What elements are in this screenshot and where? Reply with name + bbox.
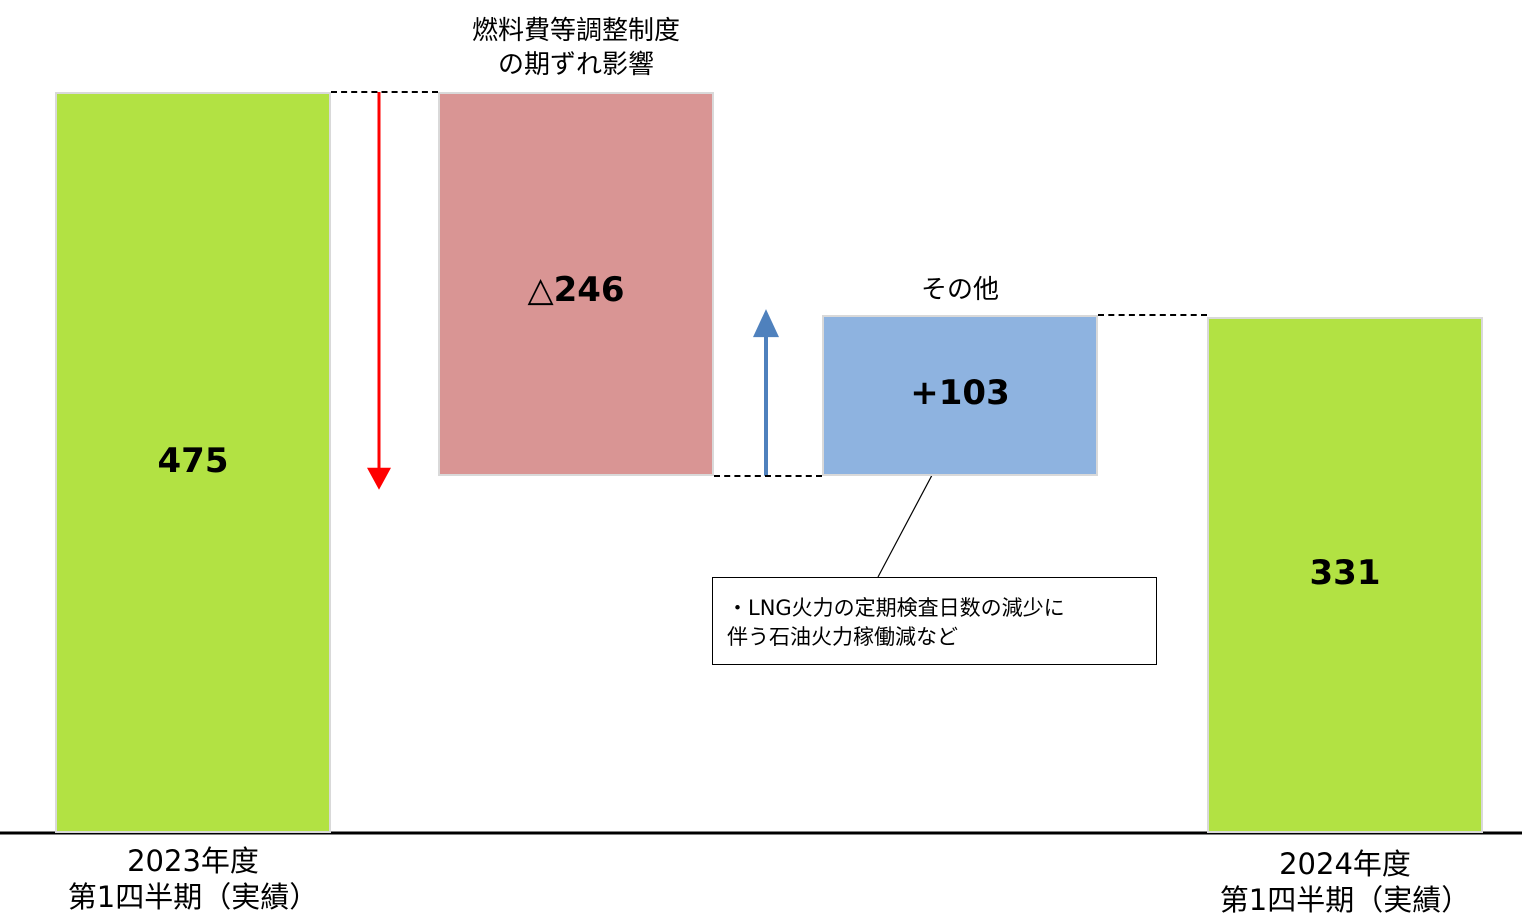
connector-0 (331, 91, 438, 93)
category-2024-q1-line1: 2024年度 (1279, 847, 1411, 881)
value-label-2024-q1: 331 (1309, 552, 1381, 593)
category-2023-q1-line1: 2023年度 (127, 844, 259, 878)
label-other: その他 (822, 273, 1098, 307)
connector-1 (714, 474, 822, 477)
bar-2024-q1 (1207, 316, 1483, 833)
bar-fuel-cost-adjustment (438, 92, 714, 476)
annotation-line2: 伴う石油火力稼働減など (727, 625, 958, 649)
value-label-fuel-cost-adjustment: △246 (527, 270, 625, 310)
label-fuel-cost-adjustment-line2: の期ずれ影響 (497, 50, 654, 80)
category-2024-q1: 2024年度 第1四半期（実績） (1157, 846, 1522, 918)
category-2023-q1: 2023年度 第1四半期（実績） (0, 843, 391, 915)
category-2024-q1-line2: 第1四半期（実績） (1219, 883, 1471, 917)
annotation-line1: ・LNG火力の定期検査日数の減少に (727, 596, 1065, 620)
increase-arrow-head (753, 309, 779, 338)
connector-2 (1098, 314, 1207, 317)
label-other-line1: その他 (920, 275, 999, 306)
value-label-other: +103 (910, 373, 1010, 414)
bar-2023-q1 (55, 92, 331, 833)
annotation-box: ・LNG火力の定期検査日数の減少に 伴う石油火力稼働減など (712, 577, 1157, 665)
value-label-2023-q1: 475 (157, 440, 229, 481)
decrease-arrow-head (367, 467, 391, 490)
bar-other (822, 315, 1098, 476)
label-fuel-cost-adjustment-line1: 燃料費等調整制度 (471, 16, 680, 46)
category-2023-q1-line2: 第1四半期（実績） (67, 880, 319, 914)
label-fuel-cost-adjustment: 燃料費等調整制度 の期ずれ影響 (398, 14, 754, 82)
